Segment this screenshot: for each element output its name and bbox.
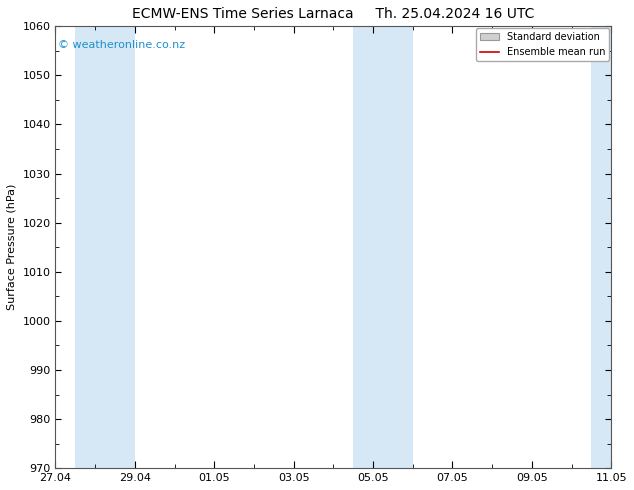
Bar [75,26,135,468]
Bar [353,26,393,468]
Y-axis label: Surface Pressure (hPa): Surface Pressure (hPa) [7,184,17,311]
Legend: Standard deviation, Ensemble mean run: Standard deviation, Ensemble mean run [476,28,609,61]
Title: ECMW-ENS Time Series Larnaca     Th. 25.04.2024 16 UTC: ECMW-ENS Time Series Larnaca Th. 25.04.2… [132,7,534,21]
Text: © weatheronline.co.nz: © weatheronline.co.nz [58,40,185,49]
Bar [592,26,611,468]
Bar [393,26,413,468]
